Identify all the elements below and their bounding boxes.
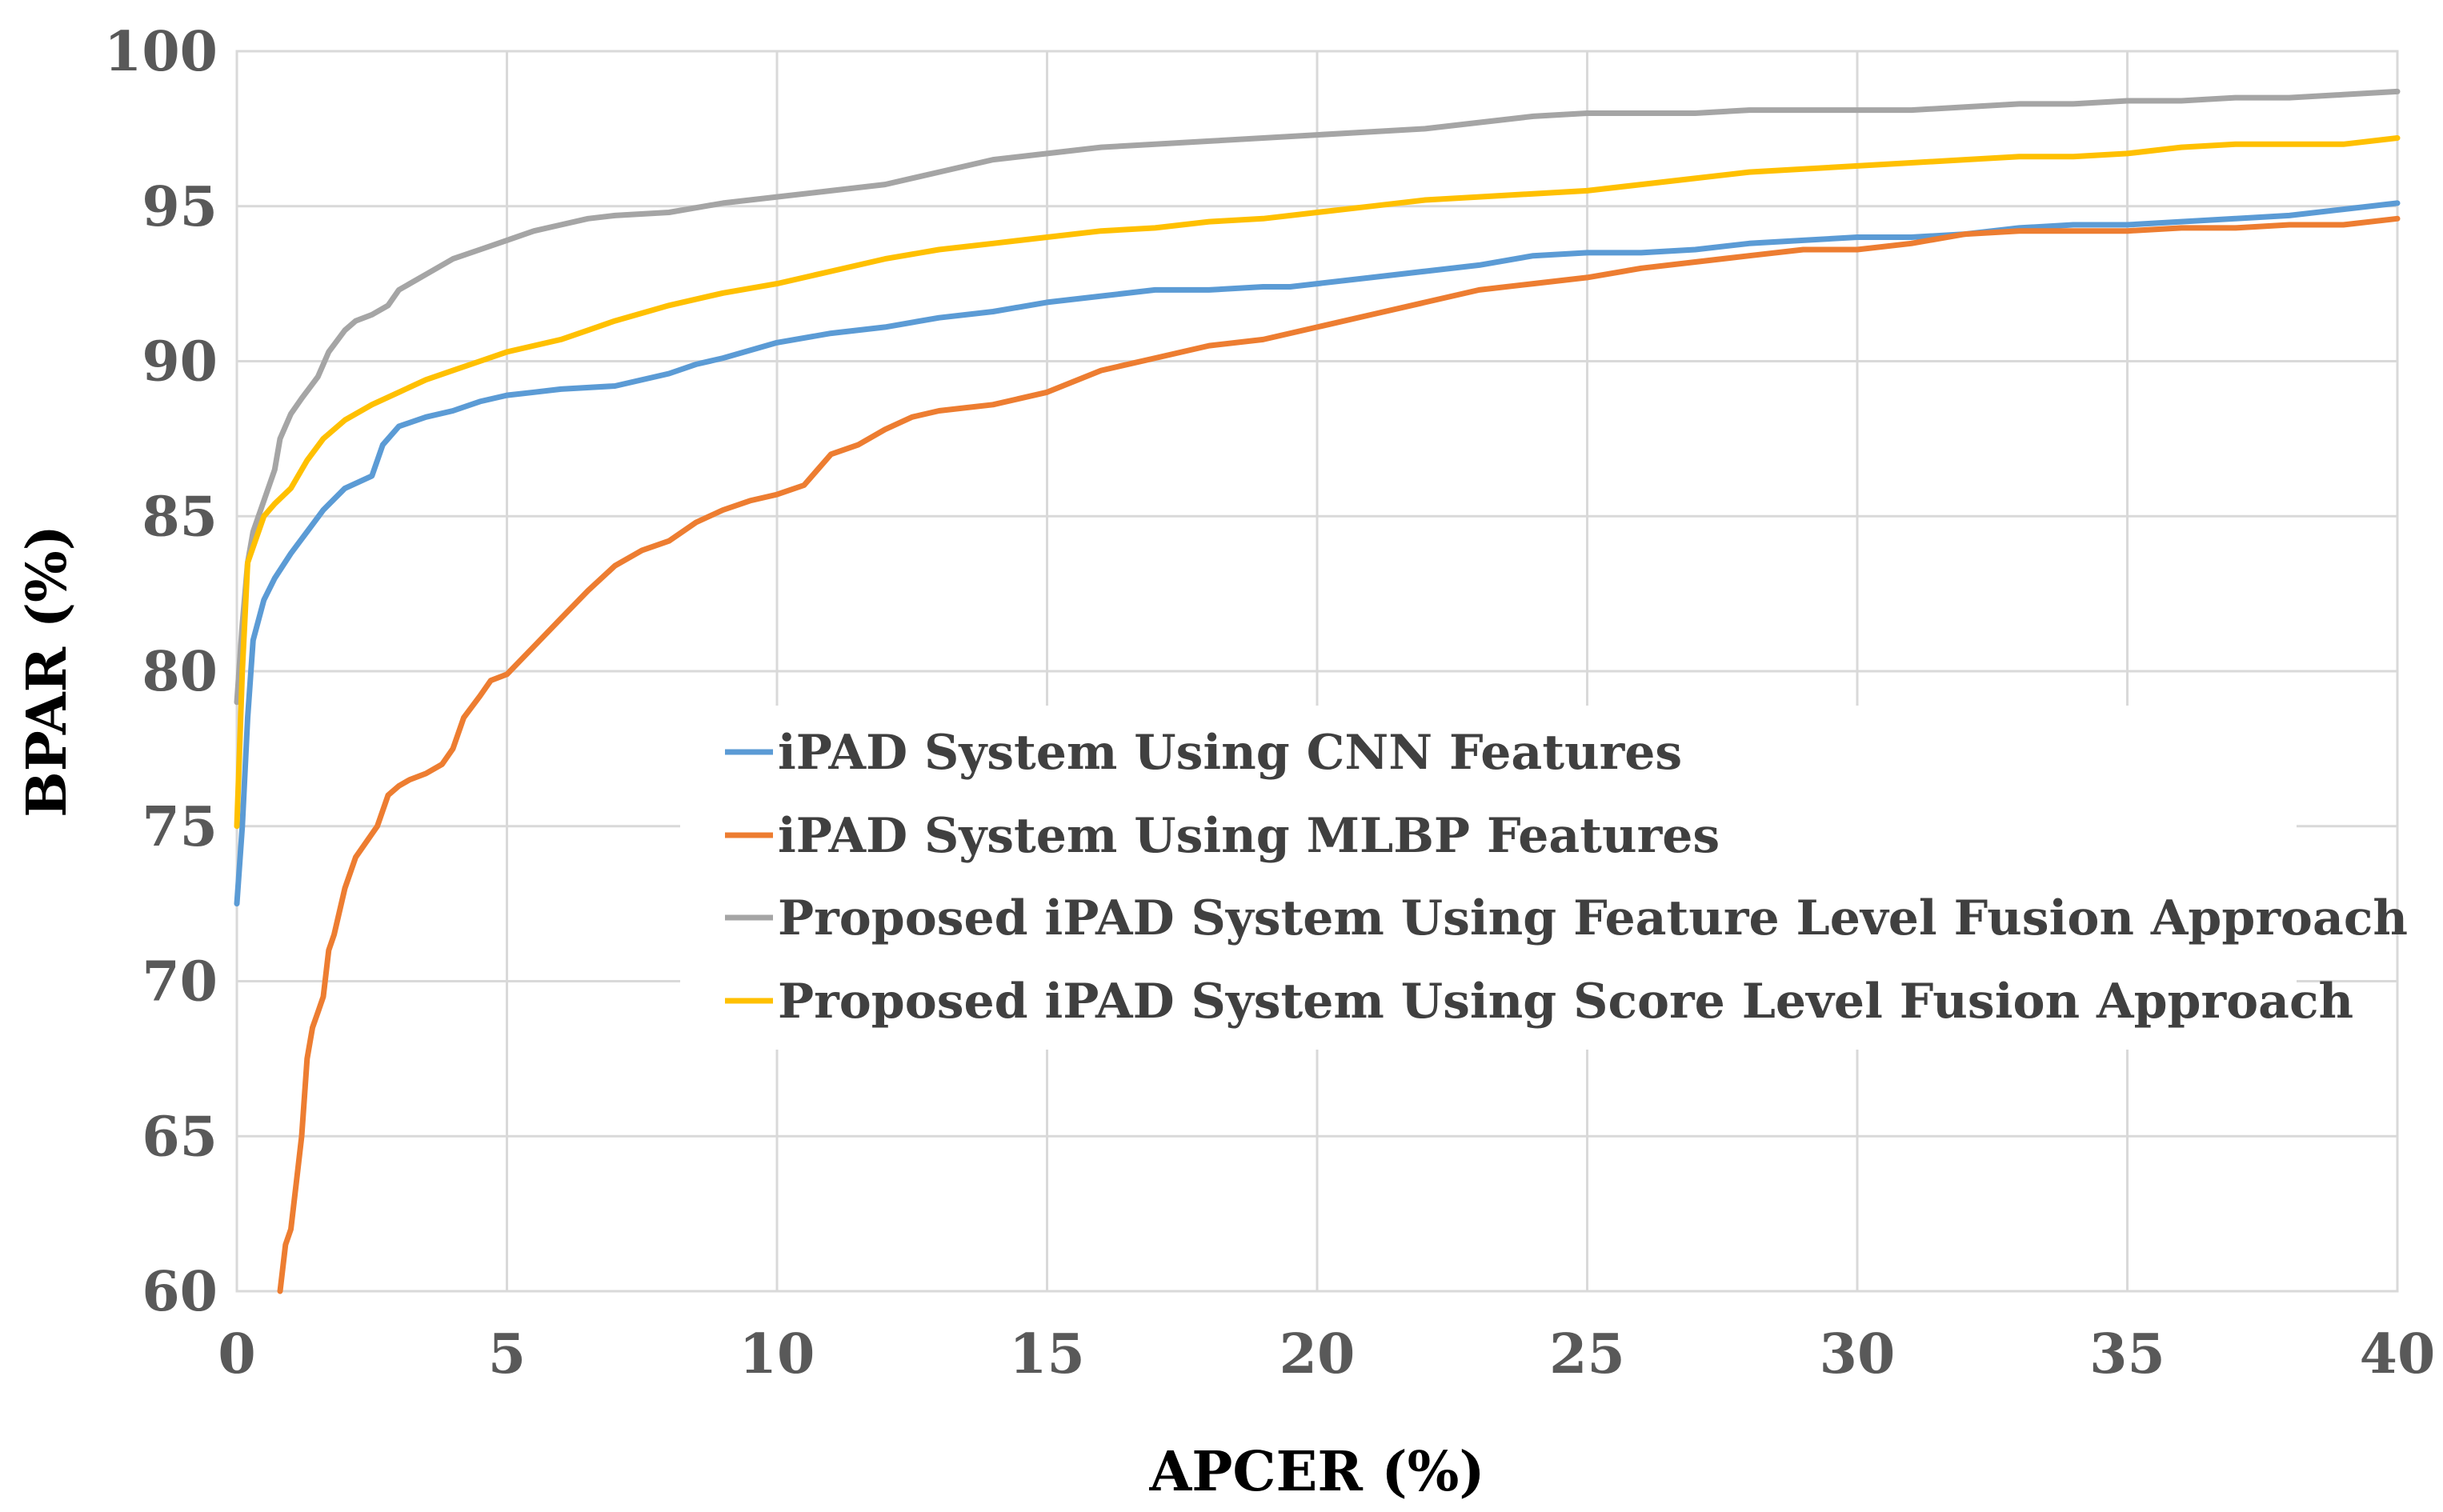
x-tick-label-10: 10 bbox=[739, 1322, 815, 1386]
y-tick-label-60: 60 bbox=[142, 1260, 218, 1324]
x-tick-label-5: 5 bbox=[488, 1322, 526, 1386]
y-axis-title: BPAR (%) bbox=[15, 525, 79, 818]
legend-background bbox=[680, 706, 2297, 1050]
x-tick-label-25: 25 bbox=[1549, 1322, 1625, 1386]
series-line-cnn bbox=[234, 200, 2401, 907]
legend-label-cnn: iPAD System Using CNN Features bbox=[778, 725, 1682, 781]
x-axis-title: APCER (%) bbox=[1149, 1440, 1485, 1504]
series-line-mlbp bbox=[277, 215, 2401, 1294]
x-tick-label-20: 20 bbox=[1280, 1322, 1356, 1386]
legend-item-score-fusion: Proposed iPAD System Using Score Level F… bbox=[725, 974, 2353, 1030]
x-tick-label-30: 30 bbox=[1820, 1322, 1896, 1386]
series-lines bbox=[234, 88, 2401, 1294]
y-tick-label-90: 90 bbox=[142, 330, 218, 394]
y-tick-label-75: 75 bbox=[142, 795, 218, 859]
x-tick-label-40: 40 bbox=[2360, 1322, 2436, 1386]
y-tick-label-95: 95 bbox=[142, 175, 218, 239]
legend-label-mlbp: iPAD System Using MLBP Features bbox=[778, 808, 1720, 864]
series-line-score-fusion bbox=[234, 135, 2401, 830]
legend-item-feature-fusion: Proposed iPAD System Using Feature Level… bbox=[725, 890, 2408, 946]
y-tick-label-85: 85 bbox=[142, 485, 218, 549]
legend-label-score-fusion: Proposed iPAD System Using Score Level F… bbox=[778, 974, 2353, 1030]
legend-item-mlbp: iPAD System Using MLBP Features bbox=[725, 808, 1720, 864]
x-tick-label-0: 0 bbox=[218, 1322, 255, 1386]
y-tick-label-80: 80 bbox=[142, 640, 218, 704]
legend-label-feature-fusion: Proposed iPAD System Using Feature Level… bbox=[778, 890, 2408, 946]
y-tick-label-100: 100 bbox=[104, 20, 218, 84]
y-tick-label-70: 70 bbox=[142, 950, 218, 1014]
y-tick-label-65: 65 bbox=[142, 1105, 218, 1169]
x-tick-label-35: 35 bbox=[2089, 1322, 2165, 1386]
x-tick-label-15: 15 bbox=[1009, 1322, 1085, 1386]
y-axis-tick-labels: 60 65 70 75 80 85 90 95 100 bbox=[104, 20, 218, 1324]
legend: iPAD System Using CNN Features iPAD Syst… bbox=[680, 706, 2408, 1050]
legend-item-cnn: iPAD System Using CNN Features bbox=[725, 725, 1682, 781]
series-line-feature-fusion bbox=[234, 88, 2401, 706]
x-axis-tick-labels: 0 5 10 15 20 25 30 35 40 bbox=[218, 1322, 2435, 1386]
